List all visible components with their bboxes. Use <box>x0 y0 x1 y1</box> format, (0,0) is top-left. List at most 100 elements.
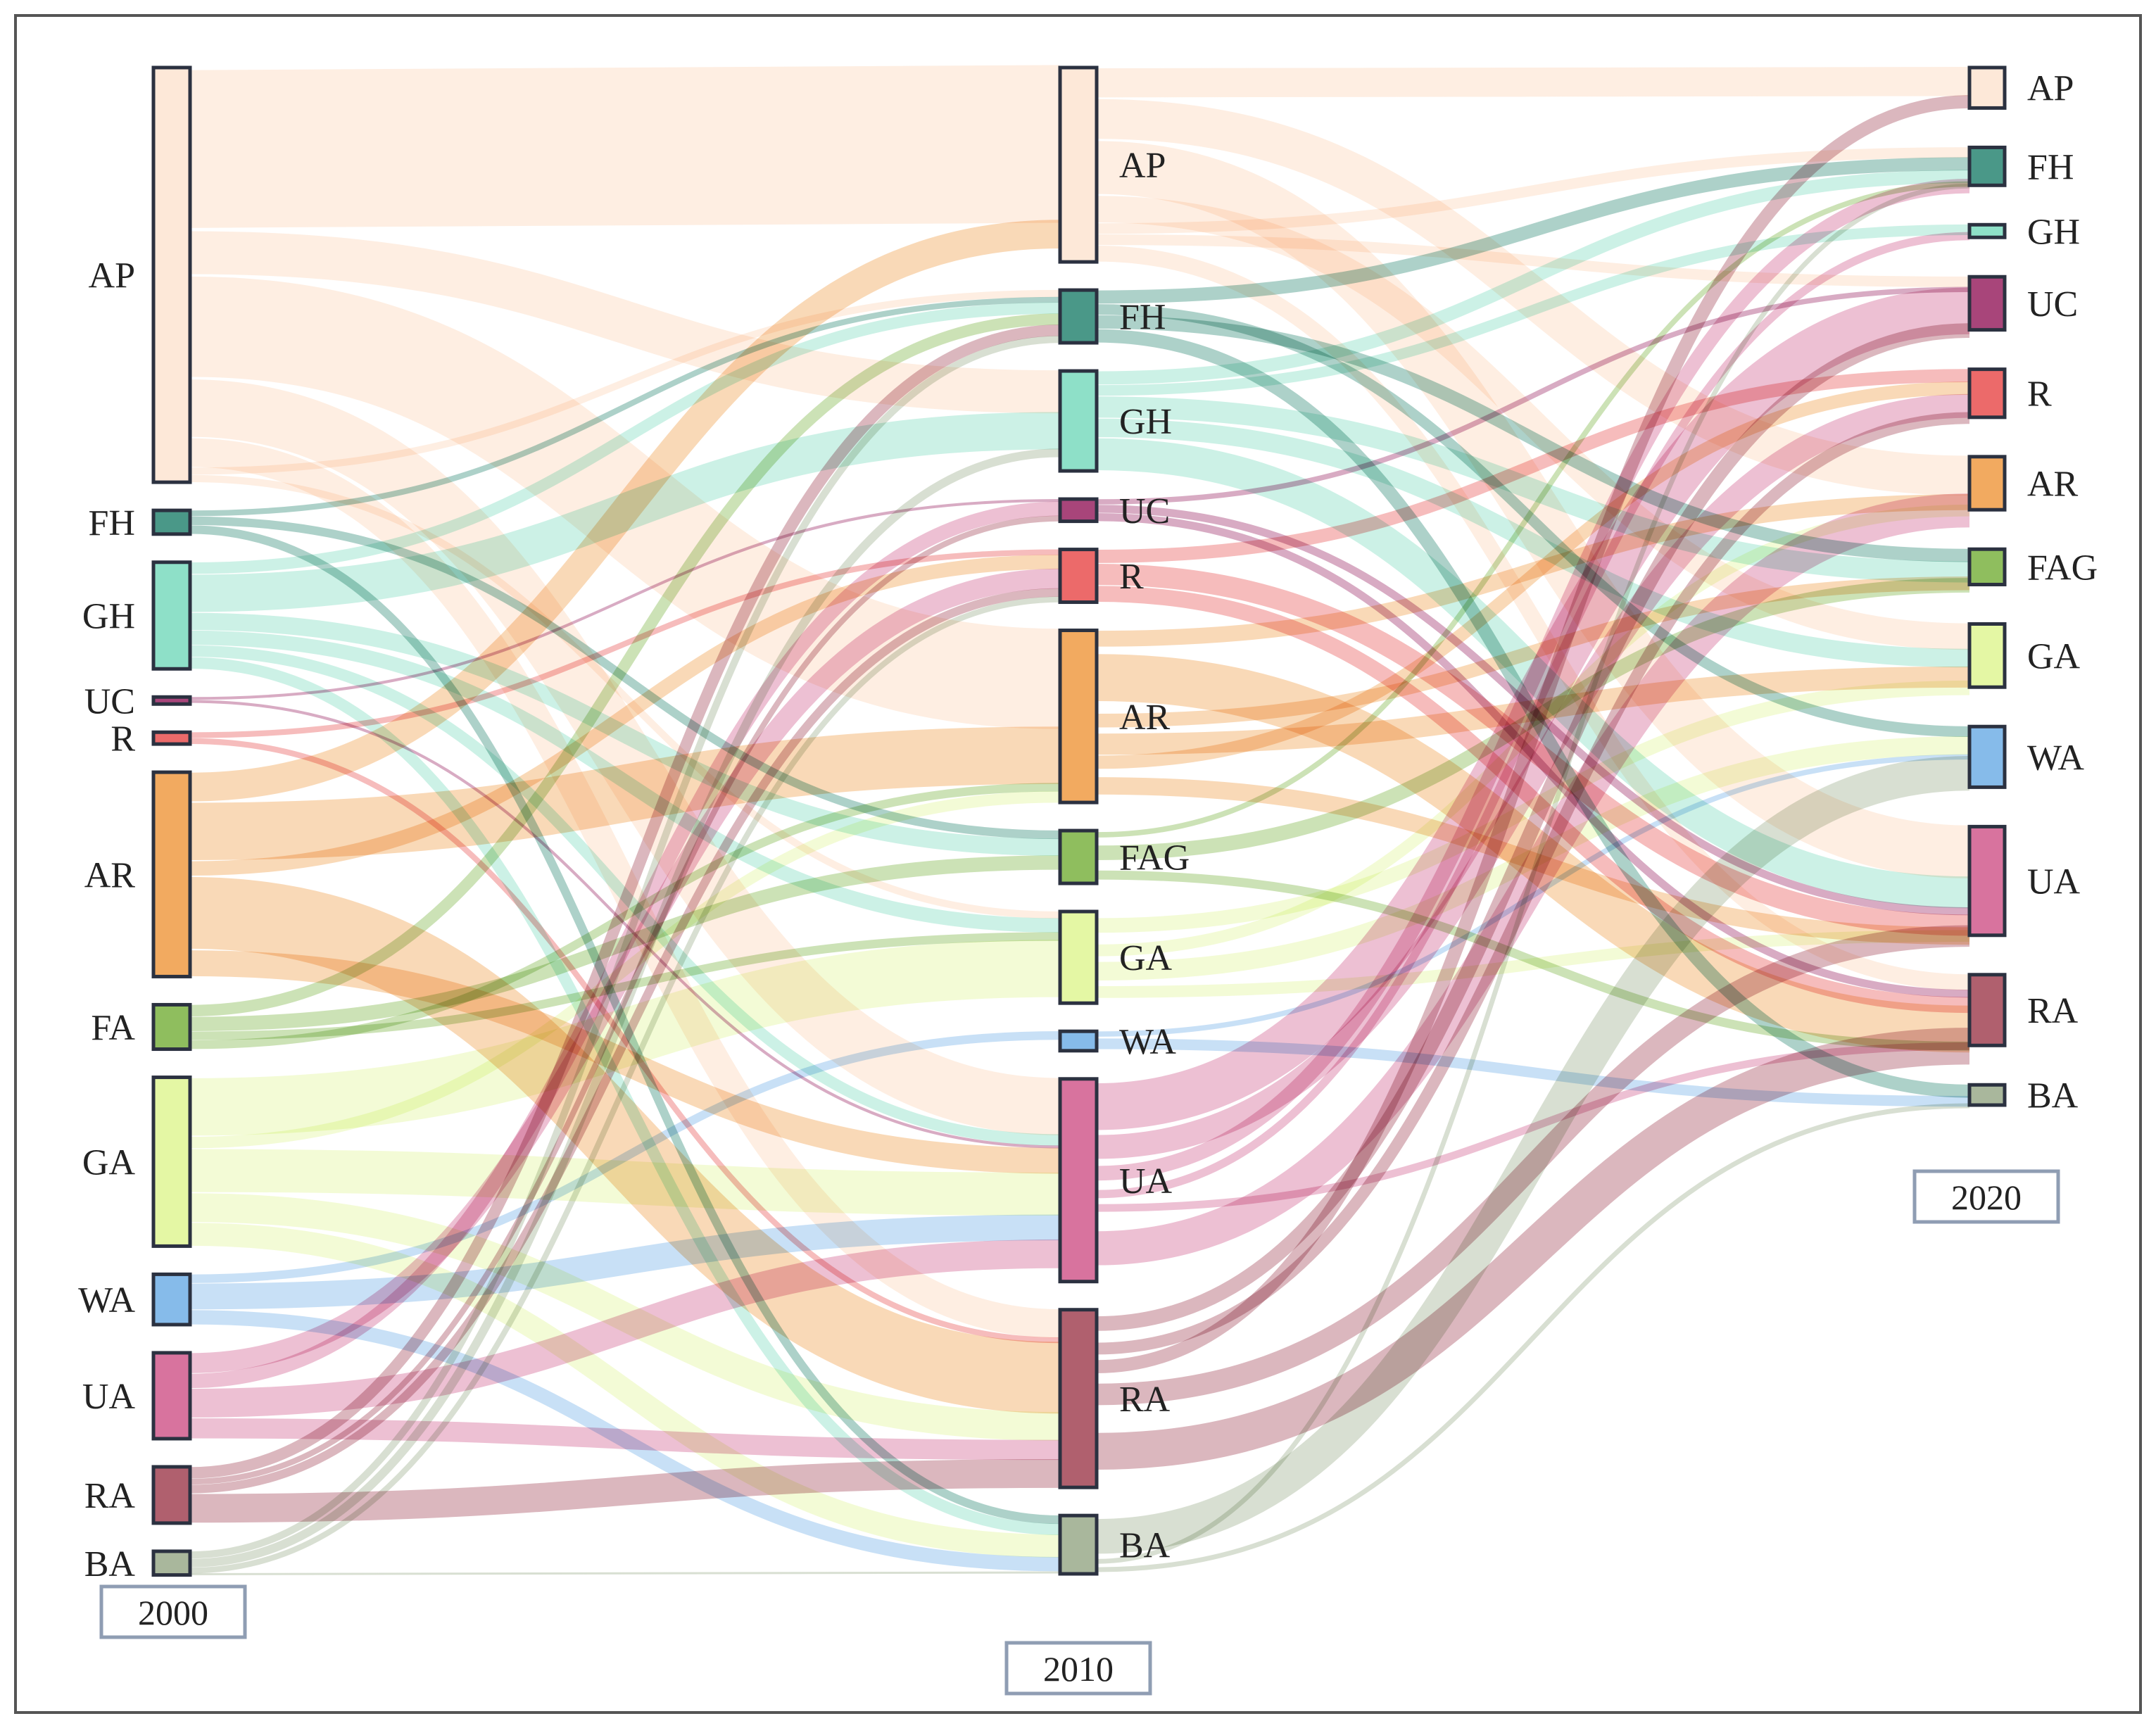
node-2000-AR[interactable] <box>151 770 192 978</box>
node-label-2020-R: R <box>2027 374 2052 415</box>
flow-2000-AR-to-AR <box>189 726 1061 860</box>
node-2000-UA[interactable] <box>151 1351 192 1441</box>
year-box-frame-2020 <box>1912 1169 2060 1224</box>
node-2020-WA[interactable] <box>1967 724 2007 789</box>
flow-2000-FA-to-FH <box>189 313 1061 1016</box>
node-2010-R[interactable] <box>1058 548 1099 605</box>
node-label-2010-RA: RA <box>1119 1380 1171 1420</box>
node-2010-AR[interactable] <box>1058 629 1099 805</box>
node-label-2000-AP: AP <box>89 256 135 296</box>
node-2000-GH[interactable] <box>151 560 192 671</box>
flow-2000-BA-to-GH <box>189 448 1061 1568</box>
node-label-2020-GH: GH <box>2027 212 2080 252</box>
flow-2000-GA-to-UA <box>189 1149 1061 1216</box>
flow-2000-BA-to-R <box>189 596 1061 1574</box>
node-label-2000-WA: WA <box>78 1280 135 1320</box>
node-label-2000-FA: FA <box>91 1008 135 1048</box>
flow-2000-RA-to-RA <box>189 1459 1061 1523</box>
flow-2000-AR-to-AP <box>189 220 1061 802</box>
flow-2010-AR-to-R <box>1096 381 1970 769</box>
year-layer: 2000 2010 2020 <box>99 1169 2060 1696</box>
node-2010-UA[interactable] <box>1058 1077 1099 1284</box>
node-2020-UA[interactable] <box>1967 824 2007 938</box>
node-2010-FH[interactable] <box>1058 288 1099 345</box>
node-layer <box>151 65 2007 1577</box>
flow-2010-GH-to-FH <box>1096 170 1970 385</box>
node-2000-FA[interactable] <box>151 1002 192 1052</box>
flow-2010-RA-to-RA <box>1096 1028 1970 1470</box>
node-label-2010-FAG: FAG <box>1119 838 1190 878</box>
node-label-2000-GH: GH <box>82 597 135 637</box>
node-2020-AR[interactable] <box>1967 455 2007 512</box>
flow-2000-UA-to-RA <box>189 1418 1061 1461</box>
node-2010-GH[interactable] <box>1058 369 1099 473</box>
node-label-2000-FH: FH <box>89 503 135 543</box>
node-2000-R[interactable] <box>151 730 192 746</box>
flow-2000-GA-to-BA <box>189 1223 1061 1558</box>
node-label-2020-UA: UA <box>2027 862 2081 902</box>
node-2000-UC[interactable] <box>151 695 192 706</box>
flow-2010-AR-to-FAG <box>1096 576 1970 728</box>
node-2020-R[interactable] <box>1967 367 2007 420</box>
node-2000-WA[interactable] <box>151 1272 192 1327</box>
flow-2000-RA-to-R <box>189 588 1061 1494</box>
node-2000-FH[interactable] <box>151 508 192 536</box>
flow-2010-AP-to-FH <box>1096 147 1970 234</box>
year-label-2020: 2020 <box>1951 1178 2022 1217</box>
node-2010-GA[interactable] <box>1058 909 1099 1005</box>
flow-2000-GH-to-FH <box>189 302 1061 574</box>
node-label-2010-BA: BA <box>1119 1526 1171 1566</box>
flow-2010-FAG-to-FH <box>1096 181 1970 838</box>
node-2000-GA[interactable] <box>151 1076 192 1248</box>
node-2010-UC[interactable] <box>1058 497 1099 524</box>
node-label-2010-R: R <box>1119 557 1144 597</box>
node-label-2020-UC: UC <box>2027 284 2078 324</box>
node-2010-WA[interactable] <box>1058 1029 1099 1053</box>
node-2010-RA[interactable] <box>1058 1308 1099 1489</box>
year-label-2000: 2000 <box>138 1593 208 1632</box>
node-2010-FAG[interactable] <box>1058 828 1099 885</box>
node-2020-BA[interactable] <box>1967 1083 2007 1107</box>
flow-2010-GA-to-UA <box>1096 930 1970 998</box>
flow-2010-AP-to-AP <box>1096 67 1970 98</box>
node-label-2010-AR: AR <box>1119 698 1171 738</box>
node-2010-AP[interactable] <box>1058 65 1099 264</box>
node-label-2000-R: R <box>111 719 135 759</box>
year-box-2000: 2000 <box>99 1584 247 1639</box>
flow-2010-AP-to-UC <box>1096 234 1970 287</box>
node-2000-RA[interactable] <box>151 1465 192 1525</box>
node-label-2000-RA: RA <box>84 1476 136 1516</box>
flow-2000-UA-to-UA <box>189 1239 1061 1418</box>
node-label-2020-BA: BA <box>2027 1076 2079 1116</box>
year-box-frame-2010 <box>1004 1641 1152 1696</box>
node-2000-BA[interactable] <box>151 1549 192 1577</box>
flow-2010-AP-to-GA <box>1096 196 1970 650</box>
node-2020-FH[interactable] <box>1967 145 2007 187</box>
flow-2010-UC-to-UC <box>1096 286 1970 505</box>
node-label-2010-AP: AP <box>1119 146 1166 186</box>
flow-2000-FH-to-FH <box>189 296 1061 517</box>
flow-2000-AP-to-GH <box>189 231 1061 414</box>
node-2010-BA[interactable] <box>1058 1513 1099 1576</box>
node-label-2020-GA: GA <box>2027 636 2081 676</box>
node-label-2000-BA: BA <box>84 1544 136 1584</box>
node-label-2010-WA: WA <box>1119 1022 1176 1062</box>
flow-2010-BA-to-WA <box>1096 756 1970 1554</box>
node-2020-UC[interactable] <box>1967 275 2007 332</box>
label-layer: APFHGHUCRARFAGAWAUARABAAPFHGHUCRARFAGGAW… <box>78 69 2098 1584</box>
node-2000-AP[interactable] <box>151 65 192 484</box>
flow-2010-UA-to-R <box>1096 393 1970 1159</box>
node-2020-GH[interactable] <box>1967 222 2007 239</box>
node-label-2010-GH: GH <box>1119 402 1172 442</box>
node-2020-GA[interactable] <box>1967 622 2007 689</box>
node-2020-FAG[interactable] <box>1967 547 2007 586</box>
flow-layer <box>189 65 1970 1576</box>
flow-2000-AP-to-AP <box>189 65 1061 228</box>
node-2020-AP[interactable] <box>1967 65 2007 110</box>
node-label-2020-AR: AR <box>2027 465 2079 505</box>
node-label-2010-UC: UC <box>1119 491 1170 531</box>
node-2020-RA[interactable] <box>1967 973 2007 1047</box>
flow-2010-GH-to-GA <box>1096 418 1970 668</box>
flow-2000-UA-to-R <box>189 568 1061 1373</box>
